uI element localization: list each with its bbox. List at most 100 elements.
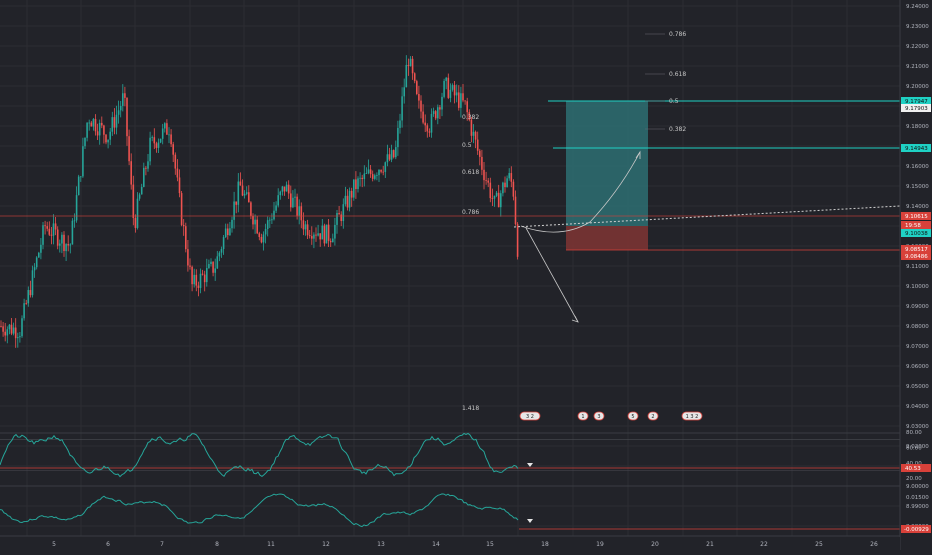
candle-body (269, 219, 271, 221)
candle-body (279, 191, 282, 196)
candle-body (161, 128, 164, 139)
event-badge[interactable] (627, 411, 639, 421)
candle-body (157, 142, 160, 148)
event-badge-label: 1 (581, 414, 584, 420)
candle-body (483, 169, 485, 181)
event-badge[interactable] (577, 411, 589, 421)
candle-body (147, 161, 149, 169)
time-axis-panel[interactable] (0, 537, 900, 550)
fib-label-4: 0.382 (462, 114, 479, 121)
price-tag-label-target: 9.14943 (905, 146, 928, 152)
osc2-value-tag-label: -0.00929 (904, 527, 929, 533)
candle-body (98, 122, 101, 136)
candle-body (262, 234, 265, 243)
candle-body (61, 234, 63, 244)
event-badge[interactable] (647, 411, 659, 421)
candle-body (376, 175, 378, 176)
candle-body (460, 93, 462, 108)
candle-body (117, 110, 120, 115)
candle-body (300, 206, 303, 221)
candle-body (126, 97, 128, 137)
price-axis-panel[interactable] (900, 0, 932, 550)
candle-body (384, 162, 387, 172)
candle-body (287, 184, 290, 194)
price-tick-label-17: 9.07000 (906, 344, 929, 350)
candle-body (275, 205, 277, 211)
candle-body (332, 238, 334, 243)
candle-body (346, 195, 349, 208)
candle-body (231, 219, 233, 229)
candle-body (502, 182, 504, 194)
position-stop-zone[interactable] (566, 226, 648, 250)
candle-body (256, 219, 258, 234)
projection-down-line (525, 227, 579, 323)
event-badge[interactable] (681, 411, 703, 421)
candle-body (395, 147, 397, 158)
candle-body (35, 257, 38, 268)
candle-body (185, 226, 187, 250)
candle-body (344, 195, 347, 205)
candle-body (88, 122, 90, 124)
candle-body (12, 327, 15, 334)
candle-body (464, 100, 466, 102)
candle-body (140, 186, 143, 195)
candle-body (506, 178, 508, 188)
position-target-zone[interactable] (566, 101, 648, 226)
candle-body (17, 337, 19, 339)
candle-body (472, 131, 475, 136)
osc2-line (0, 493, 519, 528)
candle-body (241, 185, 244, 196)
candle-body (31, 270, 34, 296)
candle-body (416, 81, 418, 95)
candle-body (77, 176, 80, 196)
candle-body (420, 100, 422, 112)
candle-body (449, 89, 452, 98)
event-badge[interactable] (593, 411, 605, 421)
candle-body (386, 154, 389, 163)
candle-body (44, 225, 46, 227)
price-tick-label-14: 9.10000 (906, 284, 929, 290)
projection-down-arrowhead (571, 315, 579, 323)
candle-body (455, 92, 458, 96)
candle-body (357, 178, 359, 189)
fib-label-2: 0.5 (669, 98, 679, 105)
time-tick-label-9: 18 (541, 541, 549, 548)
candle-body (302, 220, 305, 230)
candle-body (136, 198, 139, 228)
candle-body (203, 274, 206, 283)
price-tag-label-stop-a: 9.08517 (905, 247, 928, 253)
candle-body (260, 236, 263, 243)
candle-body (21, 318, 23, 337)
price-tick-label-15: 9.09000 (906, 304, 929, 310)
candle-body (497, 192, 500, 208)
price-tag-stop-a (901, 245, 931, 253)
candle-body (19, 336, 21, 338)
price-tag-label-stop-b: 9.08486 (905, 254, 928, 260)
projection-up-arrowhead (635, 150, 641, 159)
candle-body (233, 201, 235, 220)
candle-body (399, 120, 401, 128)
candle-body (40, 244, 42, 253)
candle-body (371, 174, 374, 179)
rsi-value-tag (901, 464, 931, 472)
candle-body (23, 303, 25, 319)
event-badge-label: 3 2 (526, 414, 534, 420)
time-tick-label-6: 13 (377, 541, 385, 548)
candle-body (411, 58, 414, 74)
candle-body (390, 150, 393, 160)
candle-body (52, 223, 55, 236)
candle-body (308, 235, 311, 237)
candle-body (479, 150, 481, 157)
candle-body (283, 186, 286, 192)
candle-body (514, 196, 517, 225)
rsi-tick-label-0: 80.00 (906, 430, 922, 436)
event-badge[interactable] (519, 411, 541, 421)
candle-body (382, 171, 384, 173)
candle-body (195, 274, 198, 286)
trend-line[interactable] (513, 205, 901, 228)
time-tick-label-10: 19 (596, 541, 604, 548)
candle-body (182, 224, 185, 227)
price-tag-label-last: 9.10615 (905, 214, 928, 220)
